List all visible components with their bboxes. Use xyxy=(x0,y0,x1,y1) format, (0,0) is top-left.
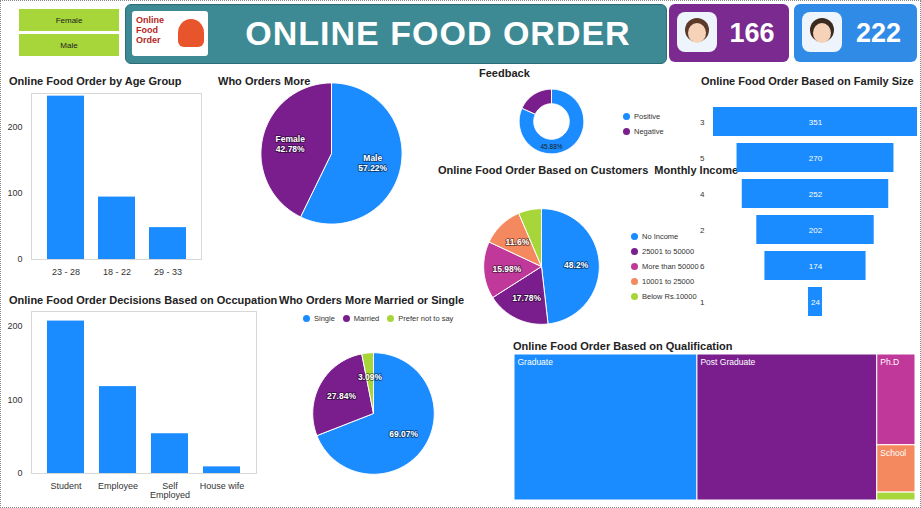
html-text:No Income: No Income xyxy=(642,232,679,241)
svg-text:School: School xyxy=(880,448,906,458)
svg-text:3: 3 xyxy=(700,118,705,127)
html-text:Positive: Positive xyxy=(634,112,661,121)
html-text:Online Food Order Based on Fam: Online Food Order Based on Family Size xyxy=(701,75,914,87)
html-text:Online Food Order Based on Qua: Online Food Order Based on Qualification xyxy=(513,340,733,352)
svg-text:69.07%: 69.07% xyxy=(389,429,418,439)
html-text:Prefer not to say: Prefer not to say xyxy=(398,314,454,323)
svg-text:0: 0 xyxy=(17,254,22,264)
svg-text:Male57.22%: Male57.22% xyxy=(358,153,387,173)
svg-text:270: 270 xyxy=(809,154,823,163)
svg-text:2: 2 xyxy=(700,226,705,235)
html-text:Male: Male xyxy=(60,40,78,50)
svg-text:45.88%: 45.88% xyxy=(540,143,562,150)
svg-text:1: 1 xyxy=(700,298,705,307)
svg-text:Student: Student xyxy=(50,481,82,491)
html-text:Negative: Negative xyxy=(634,127,664,136)
svg-text:15.98%: 15.98% xyxy=(492,264,521,274)
svg-text:Graduate: Graduate xyxy=(518,357,554,367)
html-text:Married: Married xyxy=(353,314,380,323)
html-text:10001 to 25000: 10001 to 25000 xyxy=(642,277,695,286)
svg-text:23 - 28: 23 - 28 xyxy=(52,267,80,277)
svg-text:5: 5 xyxy=(700,154,705,163)
html-text:Online Food Order Based on Cus: Online Food Order Based on Customers Mon… xyxy=(438,164,739,176)
svg-text:27.84%: 27.84% xyxy=(327,391,356,401)
html-text:Below Rs.10000: Below Rs.10000 xyxy=(642,292,697,301)
svg-text:351: 351 xyxy=(809,118,823,127)
svg-text:24: 24 xyxy=(811,298,820,307)
svg-text:48.2%: 48.2% xyxy=(564,260,589,270)
svg-text:SelfEmployed: SelfEmployed xyxy=(150,481,190,500)
html-text:25001 to 50000: 25001 to 50000 xyxy=(642,247,695,256)
html-text:ONLINE FOOD ORDER: ONLINE FOOD ORDER xyxy=(245,13,631,52)
html-text:Female: Female xyxy=(55,15,83,25)
svg-text:29 - 33: 29 - 33 xyxy=(154,267,182,277)
svg-text:200: 200 xyxy=(7,122,22,132)
svg-text:11.6%: 11.6% xyxy=(506,237,530,247)
svg-text:18 - 22: 18 - 22 xyxy=(103,267,131,277)
html-text:Who Orders More Married or Sin: Who Orders More Married or Single xyxy=(279,294,465,306)
svg-text:Female42.78%: Female42.78% xyxy=(276,134,306,154)
svg-text:Ph.D: Ph.D xyxy=(880,357,899,367)
html-text:Online Food Order by Age Group: Online Food Order by Age Group xyxy=(9,75,182,87)
html-text:222: 222 xyxy=(856,17,901,48)
html-text:Feedback: Feedback xyxy=(479,67,530,79)
svg-text:17.78%: 17.78% xyxy=(512,293,541,303)
svg-text:200: 200 xyxy=(7,321,22,331)
svg-text:Post Graduate: Post Graduate xyxy=(700,357,755,367)
svg-text:0: 0 xyxy=(17,468,22,478)
svg-text:3.09%: 3.09% xyxy=(358,372,383,382)
svg-text:Employee: Employee xyxy=(98,481,138,491)
svg-text:100: 100 xyxy=(7,188,22,198)
svg-text:174: 174 xyxy=(809,262,823,271)
svg-text:100: 100 xyxy=(7,395,22,405)
html-text:166: 166 xyxy=(729,17,775,48)
svg-text:House wife: House wife xyxy=(200,481,245,491)
html-text:Online Food Order Decisions Ba: Online Food Order Decisions Based on Occ… xyxy=(9,294,278,306)
html-text:Online Food Order: Online Food Order xyxy=(136,15,164,45)
html-text:More than 50000: More than 50000 xyxy=(642,262,699,271)
svg-text:4: 4 xyxy=(700,190,705,199)
html-text:Single: Single xyxy=(314,314,335,323)
svg-text:252: 252 xyxy=(809,190,823,199)
svg-text:6: 6 xyxy=(700,262,705,271)
html-text:Who Orders More: Who Orders More xyxy=(218,75,311,87)
svg-text:202: 202 xyxy=(809,226,823,235)
